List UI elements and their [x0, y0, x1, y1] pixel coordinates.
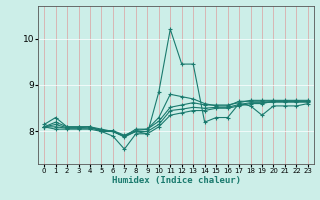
- X-axis label: Humidex (Indice chaleur): Humidex (Indice chaleur): [111, 176, 241, 185]
